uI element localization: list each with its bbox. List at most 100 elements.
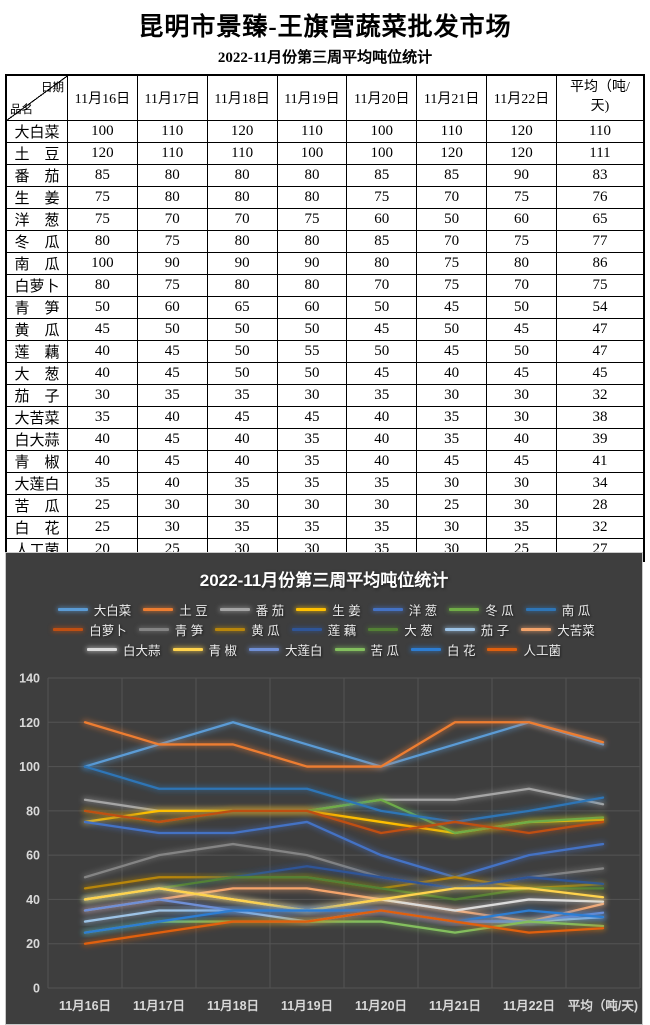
legend-swatch [215, 627, 246, 631]
tonnage-cell: 75 [416, 252, 488, 275]
avg-cell: 54 [556, 296, 645, 319]
avg-cell: 47 [556, 318, 645, 341]
avg-cell: 38 [556, 406, 645, 429]
tonnage-cell: 75 [67, 186, 138, 209]
legend-item-茄子: 茄 子 [444, 620, 509, 639]
x-axis-labels: 11月16日 11月17日 11月18日 11月19日 11月20日 11月21日 11月2… [59, 998, 638, 1013]
tonnage-cell: 100 [67, 120, 138, 143]
legend-item-大葱: 大 葱 [368, 620, 433, 639]
table-body: 大白菜 100 110 120 110 100 110 120 110 土 豆 120 110 110 1… [5, 120, 645, 562]
tonnage-cell: 100 [346, 120, 418, 143]
tonnage-cell: 70 [486, 274, 557, 297]
legend-item-生姜: 生 姜 [296, 600, 361, 619]
avg-cell: 75 [556, 274, 645, 297]
product-name-cell: 生 姜 [5, 186, 68, 209]
tonnage-cell: 75 [346, 186, 418, 209]
tonnage-cell: 35 [346, 384, 418, 407]
tonnage-cell: 50 [486, 340, 557, 363]
legend-swatch [525, 607, 556, 611]
product-name-cell: 冬 瓜 [5, 230, 68, 253]
tonnage-cell: 30 [486, 384, 557, 407]
tonnage-cell: 30 [136, 494, 208, 517]
tonnage-cell: 80 [276, 230, 348, 253]
tonnage-cell: 35 [416, 428, 488, 451]
tonnage-cell: 120 [486, 142, 557, 165]
legend-label: 莲 藕 [327, 623, 357, 638]
legend-label: 青 笋 [174, 623, 204, 638]
tonnage-cell: 30 [276, 494, 348, 517]
date-header: 11月19日 [276, 74, 348, 121]
legend-swatch [444, 627, 475, 631]
tonnage-cell: 70 [206, 208, 278, 231]
legend-item-洋葱: 洋 葱 [372, 600, 437, 619]
svg-text:11月16日: 11月16日 [59, 999, 111, 1013]
tonnage-cell: 25 [67, 516, 138, 539]
tonnage-cell: 80 [206, 186, 278, 209]
tonnage-cell: 50 [276, 362, 348, 385]
table-row: 苦 瓜 25 30 30 30 30 25 30 28 [5, 494, 645, 517]
legend-swatch [296, 607, 327, 611]
product-name-cell: 青 椒 [5, 450, 68, 473]
tonnage-cell: 75 [136, 274, 208, 297]
tonnage-cell: 25 [67, 494, 138, 517]
tonnage-cell: 75 [416, 274, 488, 297]
legend-swatch [172, 647, 203, 651]
avg-cell: 65 [556, 208, 645, 231]
avg-cell: 45 [556, 362, 645, 385]
tonnage-cell: 80 [136, 164, 208, 187]
chart-series-南瓜 [82, 763, 606, 825]
legend-swatch [411, 647, 441, 651]
tonnage-cell: 80 [486, 252, 557, 275]
chart-series-白萝卜 [82, 808, 606, 836]
date-header: 11月18日 [206, 74, 278, 121]
svg-text:60: 60 [26, 849, 40, 863]
product-name-cell: 洋 葱 [5, 208, 68, 231]
date-header: 11月22日 [486, 74, 557, 121]
gridlines [47, 677, 641, 989]
avg-cell: 34 [556, 472, 645, 495]
svg-text:140: 140 [19, 672, 40, 686]
avg-cell: 86 [556, 252, 645, 275]
tonnage-cell: 50 [206, 318, 278, 341]
tonnage-cell: 30 [486, 472, 557, 495]
legend-swatch [138, 627, 169, 631]
tonnage-cell: 80 [276, 274, 348, 297]
chart-series-洋葱 [82, 819, 606, 881]
tonnage-cell: 110 [136, 142, 208, 165]
tonnage-cell: 35 [346, 516, 418, 539]
page-title: 昆明市景臻-王旗营蔬菜批发市场 [138, 14, 512, 41]
legend-swatch [249, 647, 279, 651]
chart-series-人工菌 [82, 907, 606, 947]
tonnage-cell: 60 [276, 296, 348, 319]
tonnage-cell: 120 [206, 120, 278, 143]
tonnage-cell: 35 [276, 450, 348, 473]
tonnage-cell: 110 [276, 120, 348, 143]
tonnage-cell: 70 [136, 208, 208, 231]
table-row: 茄 子 30 35 35 30 35 30 30 32 [5, 384, 645, 407]
product-name-cell: 白 花 [5, 516, 68, 539]
tonnage-cell: 85 [416, 164, 488, 187]
legend-item-黄瓜: 黄 瓜 [215, 620, 280, 639]
tonnage-cell: 40 [67, 340, 138, 363]
product-name-cell: 大莲白 [5, 472, 68, 495]
date-header: 11月20日 [346, 74, 418, 121]
legend-item-人工菌: 人工菌 [487, 640, 561, 659]
tonnage-cell: 35 [67, 406, 138, 429]
legend-label: 大莲白 [285, 643, 323, 658]
tonnage-cell: 45 [486, 362, 557, 385]
legend-label: 大白菜 [93, 603, 132, 618]
legend-item-白萝卜: 白萝卜 [53, 620, 127, 639]
y-axis-labels: 0 20 40 60 80 100 120 140 [19, 672, 40, 996]
product-name-cell: 番 茄 [5, 164, 68, 187]
avg-cell: 39 [556, 428, 645, 451]
date-header: 11月17日 [136, 74, 208, 121]
chart-panel: 2022-11月份第三周平均吨位统计 大白菜 土 豆 番 茄 生 姜 洋 葱 冬 瓜 南 瓜… [5, 552, 643, 1025]
tonnage-cell: 40 [346, 406, 418, 429]
tonnage-cell: 80 [206, 274, 278, 297]
table-row: 大苦菜 35 40 45 45 40 35 30 38 [5, 406, 645, 429]
tonnage-cell: 40 [136, 406, 208, 429]
tonnage-cell: 45 [416, 296, 488, 319]
table-row: 大 葱 40 45 50 50 45 40 45 45 [5, 362, 645, 385]
tonnage-cell: 35 [206, 472, 278, 495]
tonnage-cell: 30 [416, 472, 488, 495]
